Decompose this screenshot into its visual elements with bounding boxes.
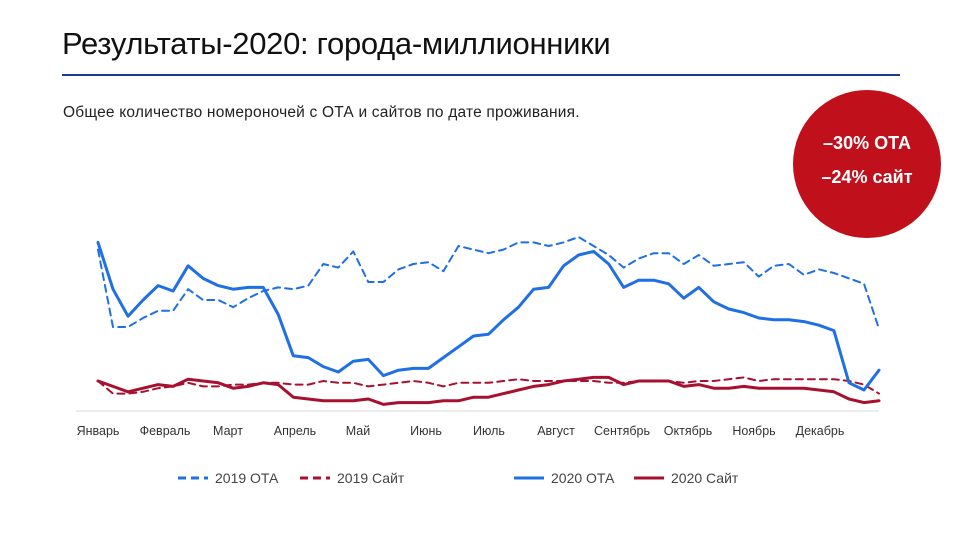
x-tick-label: Июль [473,424,505,438]
x-tick-label: Март [213,424,243,438]
title-divider [62,74,900,76]
legend-label: 2020 Сайт [671,470,739,486]
x-tick-label: Июнь [410,424,442,438]
legend-label: 2020 ОТА [551,470,615,486]
chart-subtitle: Общее количество номероночей с ОТА и сай… [63,104,580,121]
legend-label: 2019 Сайт [337,470,405,486]
series-layer [96,236,881,406]
legend-label: 2019 ОТА [215,470,279,486]
x-tick-label: Апрель [274,424,316,438]
x-tick-label: Ноябрь [732,424,775,438]
x-tick-label: Май [346,424,371,438]
decline-badge: –30% ОТА –24% сайт [793,90,941,238]
x-tick-label: Сентябрь [594,424,650,438]
series-line-3 [96,240,881,392]
x-tick-label: Август [537,424,575,438]
x-tick-label: Октябрь [664,424,712,438]
series-line-1 [97,236,880,330]
x-axis: Январь Февраль Март Апрель Май Июнь Июль Август… [76,410,879,438]
x-tick-label: Февраль [140,424,191,438]
series-line-4 [96,375,881,406]
badge-ota-change: –30% ОТА [823,133,911,153]
x-tick-label: Декабрь [796,424,845,438]
x-tick-label: Январь [77,424,120,438]
page-title: Результаты-2020: города-миллионники [62,26,611,61]
chart-legend: 2019 ОТА 2019 Сайт 2020 ОТА 2020 Сайт [178,470,739,486]
series-line-2 [97,376,880,395]
badge-site-change: –24% сайт [821,167,913,187]
